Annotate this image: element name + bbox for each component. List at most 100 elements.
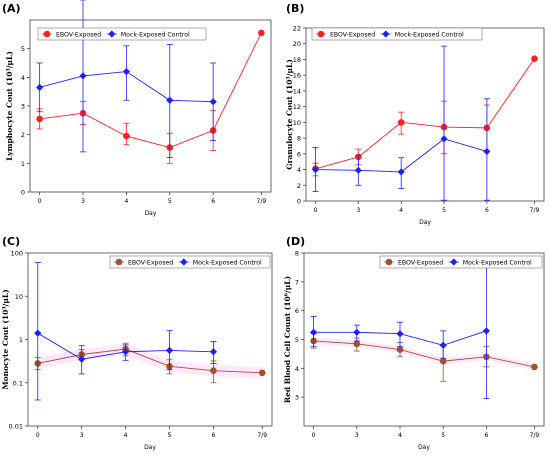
x-tick-label: 0 — [38, 198, 42, 205]
legend-entry: EBOV-Exposed — [330, 31, 375, 38]
x-tick-label: 5 — [441, 432, 445, 439]
legend: EBOV-Exposed Mock-Exposed Control — [109, 255, 271, 269]
data-point — [123, 132, 130, 140]
data-point — [353, 340, 361, 348]
legend-marker — [115, 258, 123, 266]
legend-box — [311, 27, 483, 41]
data-point — [122, 68, 130, 76]
data-point — [166, 96, 174, 104]
series-line — [39, 32, 262, 149]
legend-entry: EBOV-Exposed — [56, 31, 101, 38]
plot-frame — [27, 252, 273, 427]
data-point — [209, 348, 218, 356]
x-tick-label: 7/9 — [530, 432, 540, 439]
x-tick-label: 0 — [314, 207, 318, 214]
y-tick-label: 0 — [21, 189, 25, 197]
y-tick-label: 22 — [293, 25, 301, 33]
y-tick-label: 8 — [295, 250, 299, 258]
x-tick-label: 0 — [312, 432, 316, 439]
x-axis-label: Day — [145, 210, 157, 217]
y-tick-label: 8 — [297, 135, 301, 143]
x-tick-label: 5 — [168, 198, 172, 205]
legend: EBOV-Exposed Mock-Exposed Control — [311, 27, 483, 41]
legend-marker — [450, 258, 458, 266]
y-tick-label: 0.1 — [13, 379, 23, 387]
legend-marker — [180, 258, 188, 266]
series-line — [315, 58, 535, 170]
data-point — [78, 355, 86, 363]
y-tick-label: 6 — [295, 307, 299, 315]
data-point — [439, 357, 447, 365]
x-tick-label: 5 — [442, 207, 446, 214]
panel-label: (A) — [2, 2, 21, 15]
y-tick-label: 100 — [11, 250, 23, 258]
x-tick-label: 6 — [485, 207, 489, 214]
legend-box — [37, 27, 207, 41]
plot-frame — [29, 19, 272, 193]
x-tick-label: 6 — [212, 432, 216, 439]
chart-panel-0: (A) 0 1 2 3 4 5 0 3 4 5 6 7/9 Day Lymphocyte Cout (10³… — [2, 0, 272, 217]
data-point — [258, 369, 266, 377]
y-axis-label: Lymphocyte Cout (10³/μL) — [5, 51, 14, 161]
chart-panel-1: (B) 0 2 4 6 8 10 12 14 16 18 20 22 0 3 4 5 6 7/9 Day Granulo… — [285, 2, 545, 226]
data-point — [311, 165, 320, 174]
series-line — [37, 348, 263, 374]
series-1 — [36, 0, 217, 159]
y-tick-label: 4 — [21, 74, 25, 82]
y-tick-label: 10 — [15, 293, 23, 301]
y-tick-label: 2 — [21, 131, 25, 139]
panel-label: (D) — [286, 235, 305, 248]
x-tick-label: 7/9 — [530, 207, 540, 214]
data-point — [396, 330, 404, 338]
x-axis-label: Day — [418, 444, 430, 451]
data-point — [122, 348, 130, 356]
data-point — [210, 367, 217, 374]
x-tick-label: 3 — [80, 432, 84, 439]
x-tick-label: 0 — [36, 432, 40, 439]
data-point — [209, 98, 217, 106]
series-line — [313, 340, 535, 368]
series-0 — [36, 29, 265, 164]
data-point — [36, 115, 43, 123]
x-tick-label: 4 — [398, 432, 402, 439]
data-point — [482, 327, 490, 335]
legend-box — [379, 255, 543, 269]
y-tick-label: 7 — [295, 278, 299, 286]
data-point — [396, 346, 404, 353]
y-axis-label: Granulocyte Cout (10³/μL) — [285, 59, 294, 170]
panel-label: (C) — [2, 235, 20, 248]
legend-marker — [385, 258, 393, 266]
x-tick-label: 7/9 — [257, 432, 267, 439]
y-tick-label: 0.01 — [9, 423, 23, 431]
legend-marker — [43, 30, 51, 38]
x-tick-label: 3 — [356, 207, 360, 214]
x-tick-label: 7/9 — [257, 198, 267, 205]
data-point — [397, 168, 405, 176]
data-point — [353, 328, 361, 336]
y-tick-label: 1 — [19, 336, 23, 344]
series-1 — [311, 45, 491, 201]
y-tick-label: 5 — [295, 336, 299, 344]
x-tick-label: 3 — [355, 432, 359, 439]
x-tick-label: 6 — [484, 432, 488, 439]
y-tick-label: 5 — [21, 45, 25, 53]
data-point — [531, 55, 538, 62]
legend-entry: Mock-Exposed Control — [395, 31, 464, 38]
legend-box — [109, 255, 271, 269]
legend-marker — [108, 30, 116, 38]
data-point — [397, 119, 405, 126]
plot-frame — [305, 27, 545, 202]
y-tick-label: 0 — [297, 198, 301, 206]
chart-panel-3: (D) 3 4 5 6 7 8 0 3 4 5 6 7/9 Day Red Blood Cell Count… — [283, 235, 545, 451]
y-axis-label: Monocyte Cout (10³/μL) — [1, 289, 10, 389]
y-tick-label: 3 — [295, 394, 299, 402]
y-tick-label: 2 — [297, 182, 301, 190]
confidence-band — [37, 343, 263, 379]
data-point — [354, 166, 362, 174]
x-axis-label: Day — [144, 444, 156, 451]
x-tick-label: 6 — [211, 198, 215, 205]
data-point — [483, 147, 491, 156]
y-tick-label: 4 — [297, 166, 301, 174]
data-point — [440, 135, 448, 143]
